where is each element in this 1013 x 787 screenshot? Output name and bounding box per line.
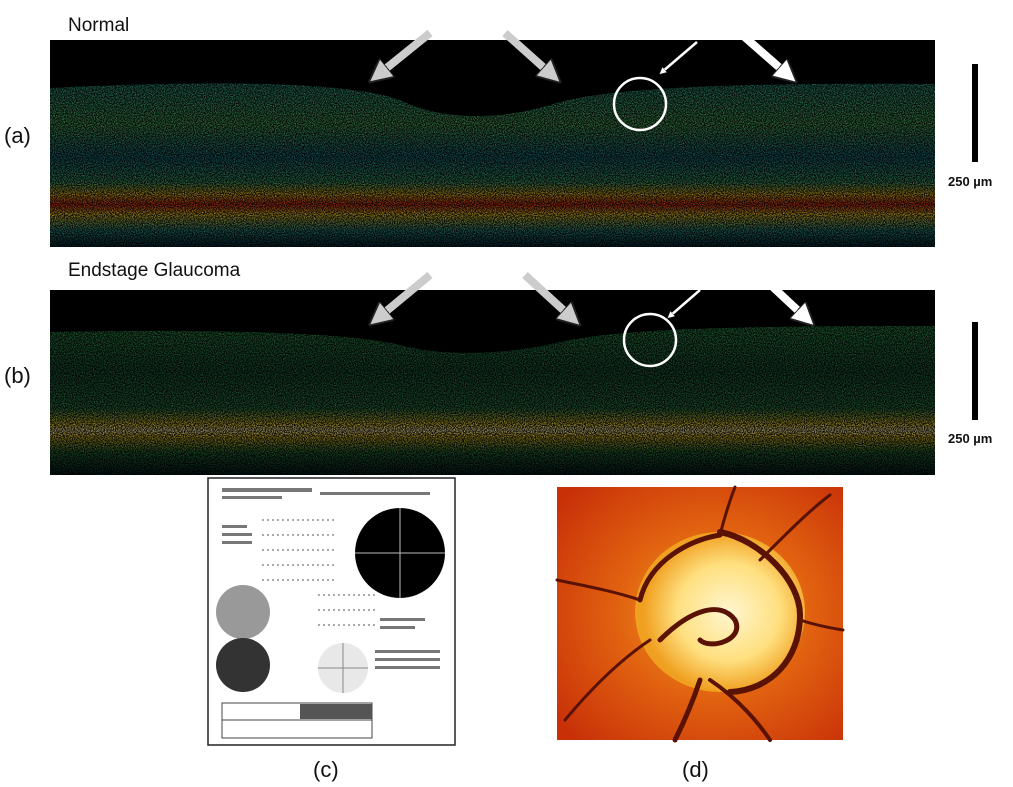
oct-glaucoma	[50, 271, 935, 475]
panel-label: (d)	[682, 757, 709, 782]
panel-label: (b)	[4, 363, 31, 388]
panel-title: Normal	[68, 15, 129, 36]
panel-title: Endstage Glaucoma	[68, 260, 241, 281]
optic-disc-image	[555, 485, 845, 743]
panel-label: (a)	[4, 123, 31, 148]
scale-label: 250 µm	[948, 174, 992, 189]
panel-label: (c)	[313, 757, 339, 782]
visual-field-printout	[207, 477, 456, 746]
oct-normal	[50, 29, 935, 247]
scale-label: 250 µm	[948, 431, 992, 446]
